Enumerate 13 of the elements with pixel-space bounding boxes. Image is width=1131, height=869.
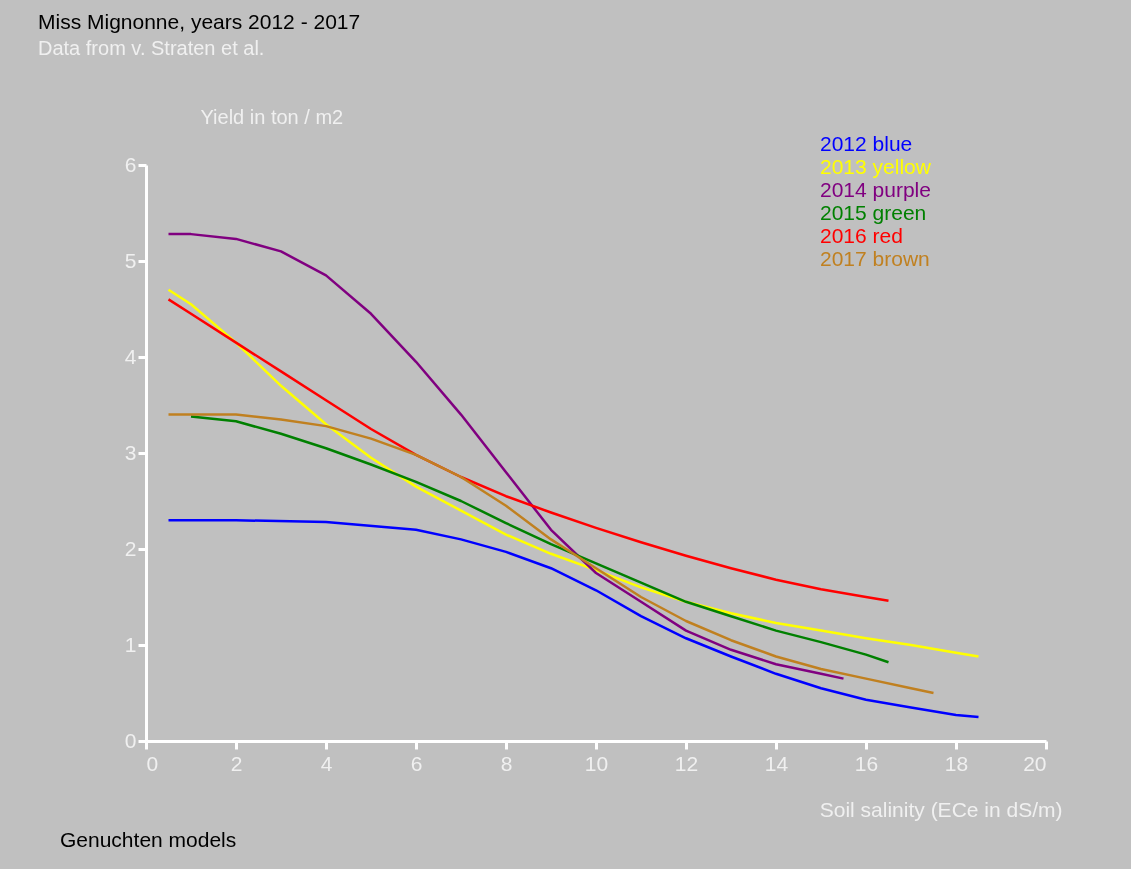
chart-title: Miss Mignonne, years 2012 - 2017	[38, 10, 361, 33]
text: 2017 brown	[820, 247, 930, 270]
text: 2016 red	[820, 224, 903, 247]
line-series	[167, 518, 980, 719]
text: 2013 yellow	[820, 155, 932, 178]
line-series	[167, 413, 935, 695]
text: 2014 purple	[820, 178, 931, 201]
text: 2015 green	[820, 201, 927, 224]
line-series	[167, 298, 890, 603]
text: 2012 blue	[820, 132, 913, 155]
line-series	[189, 415, 890, 664]
text: Genuchten models	[60, 828, 237, 851]
line-series	[167, 288, 980, 658]
